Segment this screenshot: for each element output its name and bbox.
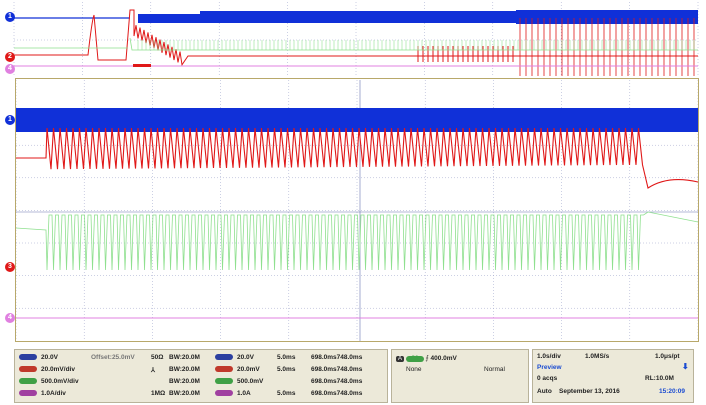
- ch2-trace: [14, 9, 698, 67]
- zoom-channel-badge: [215, 354, 236, 361]
- channel-impedance: 1MΩ: [151, 390, 166, 397]
- zoom-ch3-trace: [15, 211, 699, 271]
- trigger-slope-icon: ⨍: [425, 355, 429, 362]
- channel-scale: 20.0V: [41, 354, 58, 361]
- zoom-window: 698.0ms748.0ms: [311, 378, 363, 385]
- zoom-timebase: 5.0ms: [277, 390, 296, 397]
- zoom-ch4-marker[interactable]: 4: [5, 313, 15, 323]
- trigger-settings-panel[interactable]: A C3 ⨍ 400.0mV None Normal: [391, 349, 529, 403]
- status-bar: 20.0V Offset:25.0mV 50Ω BW:20.0M 20.0V 5.0ms 6…: [14, 349, 694, 403]
- zoom-timebase: 5.0ms: [277, 354, 296, 361]
- trigger-source-badge: A: [396, 356, 405, 362]
- zoom-window: 698.0ms748.0ms: [311, 366, 363, 373]
- trigger-mode-right: Normal: [484, 366, 505, 373]
- zoom-scale: 1.0A: [237, 390, 251, 397]
- preview-label: Preview: [537, 364, 562, 371]
- zoom-ch2-trace: [16, 127, 699, 189]
- channel-impedance: 50Ω: [151, 354, 164, 361]
- ch1-trace: [516, 10, 698, 24]
- zoom-window: 698.0ms748.0ms: [311, 354, 363, 361]
- acquisition-panel[interactable]: 1.0s/div 1.0MS/s 1.0μs/pt Preview ⬇ 0 ac…: [532, 349, 694, 403]
- channel-offset: Offset:25.0mV: [91, 354, 135, 361]
- zoom-scale: 20.0V: [237, 354, 254, 361]
- arrow-down-icon[interactable]: ⬇: [682, 362, 689, 371]
- zoom-channel-badge: [215, 390, 236, 397]
- clock-time: 15:20:09: [659, 388, 686, 395]
- ch1-marker[interactable]: 1: [5, 12, 15, 22]
- zoom-timebase: 5.0ms: [277, 366, 296, 373]
- ch1-trace: [200, 11, 516, 23]
- trigger-level: 400.0mV: [430, 355, 457, 362]
- channel-impedance: ⅄: [151, 367, 155, 374]
- zoom-scale: 500.0mV: [237, 378, 264, 385]
- channel-settings-panel[interactable]: 20.0V Offset:25.0mV 50Ω BW:20.0M 20.0V 5.0ms 6…: [14, 349, 388, 403]
- channel-bandwidth: BW:20.0M: [169, 366, 200, 373]
- channel-bandwidth: BW:20.0M: [169, 378, 200, 385]
- channel-badge: [19, 378, 40, 385]
- waveform-area: 1 2 4 1 3 4: [5, 0, 700, 345]
- zoom-waveforms: [15, 108, 699, 319]
- zoom-ch1-marker[interactable]: 1: [5, 115, 15, 125]
- resolution: 1.0μs/pt: [655, 353, 680, 360]
- waveform-display: [8, 0, 700, 345]
- ch2-trace: [133, 64, 151, 67]
- channel-badge: [19, 354, 40, 361]
- trigger-mode-left: None: [406, 366, 422, 373]
- ch3-trace: [14, 37, 698, 51]
- date: September 13, 2016: [559, 388, 620, 395]
- zoom-ch1-trace: [16, 108, 698, 132]
- ch2-marker[interactable]: 2: [5, 52, 15, 62]
- overview-waveforms: [14, 9, 698, 76]
- zoom-ch3-marker[interactable]: 3: [5, 262, 15, 272]
- channel-scale: 20.0mV/div: [41, 366, 75, 373]
- channel-scale: 500.0mV/div: [41, 378, 79, 385]
- acquisition-count: 0 acqs: [537, 375, 558, 382]
- zoom-scale: 20.0mV: [237, 366, 260, 373]
- channel-bandwidth: BW:20.0M: [169, 354, 200, 361]
- channel-scale: 1.0A/div: [41, 390, 66, 397]
- channel-badge: [19, 390, 40, 397]
- acquisition-mode: Auto: [537, 388, 552, 395]
- zoom-channel-badge: [215, 378, 236, 385]
- trigger-channel-badge: C3: [405, 356, 424, 362]
- ch4-marker[interactable]: 4: [5, 64, 15, 74]
- ch1-trace: [138, 14, 200, 23]
- channel-badge: [19, 366, 40, 373]
- timebase: 1.0s/div: [537, 353, 561, 360]
- zoom-window: 698.0ms748.0ms: [311, 390, 363, 397]
- sample-rate: 1.0MS/s: [585, 353, 610, 360]
- zoom-window-frame: [15, 78, 699, 342]
- channel-bandwidth: BW:20.0M: [169, 390, 200, 397]
- record-length: RL:10.0M: [645, 375, 674, 382]
- zoom-channel-badge: [215, 366, 236, 373]
